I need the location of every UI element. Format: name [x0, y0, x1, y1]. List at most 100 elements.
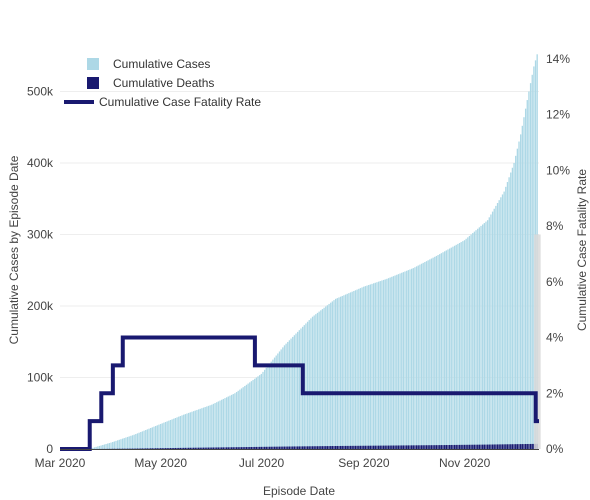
deaths-bar [325, 446, 327, 449]
legend-swatch-deaths [87, 77, 99, 89]
deaths-bar [212, 447, 215, 449]
cases-bar [478, 227, 481, 449]
deaths-bar [262, 446, 264, 449]
deaths-bar [354, 445, 357, 449]
cases-bar [316, 312, 319, 449]
cases-bar [387, 278, 390, 449]
deaths-bar [349, 445, 352, 449]
deaths-bar [235, 447, 238, 449]
deaths-bar [273, 446, 276, 449]
cases-bar [472, 233, 474, 449]
deaths-bar [202, 447, 205, 449]
deaths-bar [518, 444, 520, 449]
deaths-bar [247, 447, 249, 449]
deaths-bar [486, 444, 489, 449]
deaths-bar [249, 447, 251, 449]
cases-bar [531, 74, 533, 449]
cases-bar [247, 383, 249, 449]
left-y-tick-label: 0 [46, 442, 53, 456]
cases-bar [368, 285, 370, 449]
deaths-bar [287, 446, 289, 449]
deaths-bar [404, 445, 406, 449]
cases-bar [102, 444, 104, 449]
deaths-bar [521, 444, 523, 449]
deaths-bar [280, 446, 282, 449]
cases-bar [206, 406, 208, 449]
deaths-bar [320, 446, 322, 449]
cases-bar [521, 125, 523, 450]
deaths-bar [191, 447, 193, 449]
deaths-bar [163, 448, 165, 449]
deaths-bar [330, 446, 332, 449]
cases-bar [330, 302, 332, 449]
cases-bar [145, 430, 147, 449]
deaths-bar [308, 446, 310, 449]
deaths-bar [197, 447, 200, 449]
cases-bar [92, 447, 94, 449]
cases-bar [435, 255, 438, 449]
cases-bar [125, 437, 127, 449]
cumulative-deaths-bars [90, 443, 538, 449]
cases-bar [515, 155, 517, 449]
deaths-bar [356, 445, 358, 449]
cases-bar [181, 415, 183, 449]
deaths-bar [255, 446, 258, 449]
cases-bar [465, 238, 467, 449]
cases-bar [467, 237, 469, 449]
cases-bar [211, 404, 213, 449]
cases-bar [462, 241, 464, 449]
left-y-tick-label: 500k [27, 84, 54, 98]
deaths-bar [232, 447, 234, 449]
cases-bar [292, 336, 294, 449]
left-y-axis-title: Cumulative Cases by Episode Date [7, 155, 21, 344]
cases-bar [397, 274, 400, 449]
cases-bar [100, 445, 102, 449]
deaths-bar [351, 445, 353, 449]
x-tick-label: Sep 2020 [338, 456, 390, 470]
deaths-bar [263, 446, 266, 449]
deaths-bar [151, 448, 153, 449]
deaths-bar [369, 445, 372, 449]
deaths-bar [483, 444, 485, 449]
deaths-bar [348, 445, 350, 449]
deaths-bar [467, 444, 469, 449]
deaths-bar [414, 445, 416, 449]
cases-bar [402, 272, 405, 449]
deaths-bar [401, 445, 403, 449]
legend[interactable]: Cumulative Cases Cumulative Deaths Cumul… [64, 57, 261, 109]
cases-bar [252, 379, 254, 449]
cases-bar [470, 234, 472, 449]
deaths-bar [480, 444, 482, 449]
deaths-bar [397, 445, 400, 449]
cases-bar [270, 361, 272, 449]
deaths-bar [313, 446, 315, 449]
deaths-bar [295, 446, 297, 449]
deaths-bar [184, 447, 187, 449]
cases-bar [528, 91, 530, 449]
cases-bar [128, 436, 130, 449]
cases-bar [121, 438, 124, 449]
cases-bar [229, 395, 231, 449]
cases-bar [275, 355, 277, 449]
deaths-bar [141, 448, 144, 449]
cases-bar [491, 211, 494, 449]
cases-bar [166, 421, 168, 449]
deaths-bar [310, 446, 312, 449]
deaths-bar [211, 447, 213, 449]
deaths-bar [447, 445, 449, 449]
cases-bar [318, 311, 320, 449]
cases-bar [196, 409, 198, 449]
deaths-bar [260, 446, 262, 449]
deaths-bar [437, 445, 439, 449]
cases-bar [130, 435, 132, 449]
deaths-bar [432, 445, 434, 449]
deaths-bar [353, 445, 355, 449]
cases-bar [212, 403, 215, 449]
right-y-axis-ticks: 0% 2% 4% 6% 8% 10% 12% 14% [546, 52, 570, 456]
cases-bar [407, 270, 410, 449]
deaths-bar [323, 446, 325, 449]
cases-bar [379, 281, 381, 449]
deaths-bar [377, 445, 380, 449]
deaths-bar [515, 444, 517, 449]
deaths-bar [333, 446, 335, 449]
